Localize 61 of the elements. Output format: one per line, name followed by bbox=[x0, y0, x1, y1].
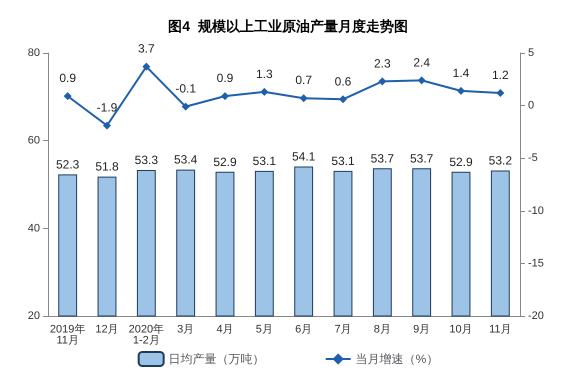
point bbox=[418, 76, 426, 84]
y-tick-label: 60 bbox=[28, 134, 40, 147]
data-label: 53.1 bbox=[252, 154, 276, 168]
data-label: 51.8 bbox=[95, 160, 119, 174]
y2-tick-label: -20 bbox=[528, 310, 544, 322]
data-label: 53.3 bbox=[134, 153, 158, 168]
point bbox=[457, 86, 465, 95]
x-tick-label: 10月 bbox=[449, 324, 473, 336]
data-label: 53.2 bbox=[488, 153, 512, 168]
y2-tick-label: -15 bbox=[528, 257, 544, 270]
y-tick-label: 20 bbox=[28, 310, 40, 322]
point bbox=[300, 94, 308, 102]
data-label: -1.9 bbox=[96, 100, 118, 115]
x-tick-label: 2020年 1-2月 bbox=[128, 324, 164, 346]
data-label: 52.3 bbox=[56, 157, 80, 172]
data-label: 0.6 bbox=[334, 74, 352, 88]
data-label: 52.9 bbox=[449, 154, 473, 169]
data-label: 1.3 bbox=[256, 66, 273, 81]
y2-tick-label: 5 bbox=[528, 47, 534, 59]
point bbox=[378, 77, 386, 86]
y2-tick-label: 0 bbox=[528, 100, 534, 112]
y-tick-label: 40 bbox=[28, 222, 40, 234]
data-label: 0.9 bbox=[59, 71, 76, 86]
data-label: -0.1 bbox=[175, 82, 196, 96]
point bbox=[496, 88, 504, 97]
point bbox=[339, 95, 347, 104]
data-label: 3.7 bbox=[138, 42, 155, 56]
point bbox=[260, 88, 268, 96]
data-label: 53.1 bbox=[331, 154, 355, 168]
y2-tick-label: -5 bbox=[528, 152, 538, 164]
x-tick-label: 4月 bbox=[216, 324, 234, 336]
data-label: 52.9 bbox=[213, 154, 237, 169]
data-label: 53.7 bbox=[410, 151, 434, 166]
x-tick-label: 11月 bbox=[489, 324, 512, 336]
x-tick-label: 7月 bbox=[334, 324, 352, 336]
y-tick-label: 80 bbox=[28, 47, 40, 59]
legend-label: 当月增速（%） bbox=[356, 352, 438, 366]
x-tick-label: 6月 bbox=[295, 324, 312, 336]
x-tick-label: 12月 bbox=[95, 324, 119, 336]
point bbox=[64, 92, 72, 100]
x-tick-label: 8月 bbox=[374, 324, 391, 336]
data-label: 0.7 bbox=[295, 73, 312, 88]
point bbox=[182, 102, 190, 111]
point bbox=[142, 62, 150, 71]
y2-tick-label: -10 bbox=[528, 204, 544, 217]
data-label: 53.4 bbox=[174, 152, 198, 167]
data-label: 2.3 bbox=[374, 56, 391, 70]
data-label: 53.7 bbox=[370, 151, 394, 166]
data-label: 1.4 bbox=[452, 66, 470, 80]
data-label: 1.2 bbox=[492, 68, 509, 82]
chart-title: 图4 规模以上工业原油产量月度走势图 bbox=[168, 18, 408, 34]
x-tick-label: 5月 bbox=[256, 324, 273, 336]
data-label: 2.4 bbox=[413, 55, 430, 70]
point bbox=[221, 92, 229, 100]
x-tick-label: 3月 bbox=[177, 324, 194, 336]
data-label: 0.9 bbox=[216, 71, 234, 86]
x-tick-label: 9月 bbox=[413, 324, 430, 336]
data-label: 54.1 bbox=[292, 150, 316, 164]
x-tick-label: 2019年 11月 bbox=[50, 324, 86, 346]
legend-label: 日均产量（万吨） bbox=[168, 352, 265, 366]
point bbox=[103, 122, 111, 130]
